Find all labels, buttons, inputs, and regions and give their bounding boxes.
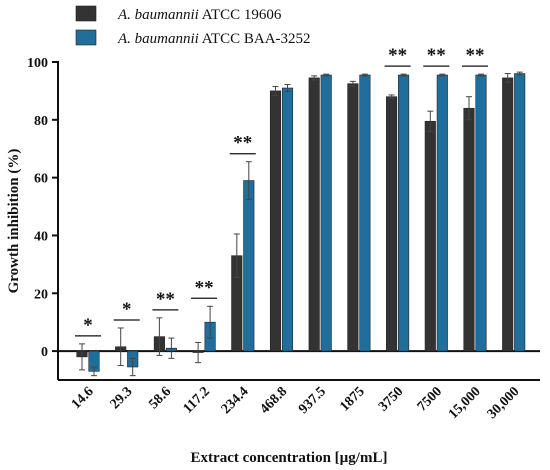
bar-baa3252-8 — [398, 74, 410, 352]
x-tick-label: 234.4 — [219, 384, 252, 417]
bar-atcc19606-10 — [463, 107, 475, 352]
axes: 0 20 40 60 80 100 — [27, 56, 540, 381]
y-tick-label: 60 — [34, 172, 48, 187]
bar-atcc19606-8 — [386, 96, 398, 352]
bar-atcc19606-11 — [502, 77, 514, 352]
y-tick-label: 20 — [34, 287, 48, 302]
x-tick-label: 14.6 — [69, 384, 97, 412]
x-tick-label: 7500 — [415, 384, 445, 414]
legend-label: A. baumannii ATCC BAA-3252 — [117, 31, 311, 47]
x-tick-label: 15,000 — [446, 384, 484, 422]
x-tick-label: 30,000 — [485, 384, 523, 422]
x-axis-title: Extract concentration [µg/mL] — [191, 450, 388, 466]
bar-atcc19606-5 — [269, 90, 282, 352]
x-tick-label: 468.8 — [257, 384, 290, 417]
legend-label: A. baumannii ATCC 19606 — [117, 7, 282, 23]
x-tick-label: 3750 — [376, 384, 406, 414]
y-tick-label: 0 — [41, 345, 48, 360]
bar-atcc19606-6 — [308, 77, 320, 352]
bars — [76, 71, 526, 377]
x-tick-label: 937.5 — [296, 384, 329, 417]
significance-label: ** — [427, 45, 446, 66]
bar-baa3252-6 — [320, 74, 332, 352]
significance-markers: ** ******** ** ** — [75, 45, 488, 337]
y-tick-label: 100 — [27, 56, 48, 71]
bar-baa3252-7 — [359, 74, 371, 352]
bar-baa3252-5 — [281, 87, 294, 352]
x-tick-label: 58.6 — [146, 384, 174, 412]
significance-label: ** — [233, 133, 252, 154]
x-tick-label: 29.3 — [108, 384, 136, 412]
significance-label: ** — [195, 277, 214, 298]
y-axis-title: Growth inhibition (%) — [6, 149, 22, 294]
y-tick-label: 40 — [34, 229, 48, 244]
bar-baa3252-9 — [436, 74, 448, 352]
bar-baa3252-10 — [475, 74, 487, 352]
significance-label: ** — [466, 45, 485, 66]
significance-label: * — [122, 299, 132, 320]
significance-label: * — [83, 315, 93, 336]
legend: A. baumannii ATCC 19606 A. baumannii ATCC… — [75, 5, 311, 47]
y-tick-label: 80 — [34, 114, 48, 129]
x-tick-label: 117.2 — [181, 384, 213, 416]
bar-baa3252-11 — [514, 73, 526, 352]
bar-atcc19606-7 — [347, 83, 359, 352]
significance-label: ** — [156, 289, 175, 310]
x-tick-label: 1875 — [337, 384, 367, 414]
significance-label: ** — [388, 45, 407, 66]
bar-baa3252-4 — [243, 180, 255, 352]
bar-atcc19606-9 — [424, 120, 436, 352]
legend-swatch — [75, 29, 97, 46]
legend-swatch — [75, 5, 97, 22]
